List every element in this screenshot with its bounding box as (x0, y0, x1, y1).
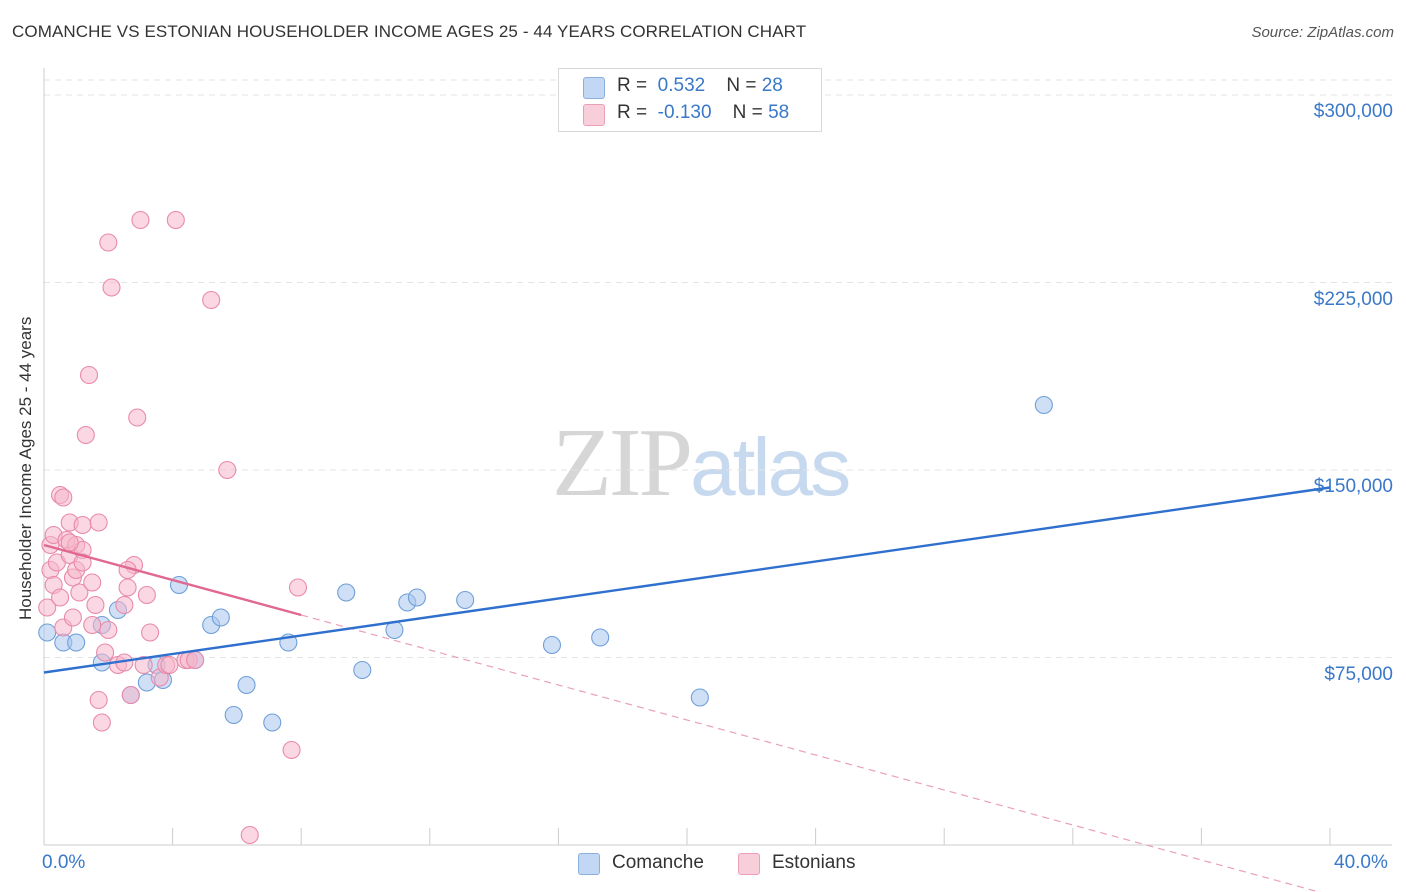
bottom-legend-swatch-estonians (738, 853, 760, 875)
point-estonians-30 (102, 278, 121, 297)
point-comanche-24 (542, 635, 562, 655)
point-comanche-0 (38, 623, 57, 642)
point-estonians-53 (240, 825, 259, 845)
legend-r-label: R = (617, 75, 648, 96)
point-estonians-23 (86, 595, 105, 615)
point-estonians-44 (160, 655, 179, 675)
point-estonians-51 (282, 740, 301, 760)
point-estonians-22 (83, 573, 102, 592)
point-estonians-36 (131, 210, 150, 230)
point-estonians-35 (128, 408, 147, 427)
point-estonians-49 (202, 290, 221, 310)
legend-r-value: 0.532 (657, 75, 706, 96)
y-tick-label-0: $75,000 (1324, 663, 1393, 685)
legend-swatch-comanche (583, 77, 605, 99)
point-estonians-14 (63, 608, 82, 627)
point-estonians-52 (288, 578, 308, 597)
point-estonians-18 (73, 515, 92, 535)
point-estonians-57 (73, 553, 92, 572)
point-comanche-14 (224, 705, 243, 725)
chart-source: Source: ZipAtlas.com (1251, 24, 1394, 41)
point-comanche-15 (237, 675, 256, 695)
x-tick-label-min: 0.0% (42, 852, 86, 873)
y-axis-label-text: Householder Income Ages 25 - 44 years (16, 316, 35, 620)
legend-text-estonians: R = -0.130 N = 58 (617, 102, 789, 124)
legend-r-value: -0.130 (657, 102, 712, 123)
trend-line-comanche (43, 486, 1331, 674)
point-estonians-41 (141, 623, 160, 642)
trend-line-estonians-extension (301, 614, 1322, 892)
point-estonians-56 (60, 533, 79, 552)
point-estonians-27 (96, 643, 115, 662)
point-comanche-2 (67, 633, 86, 652)
legend-n-value: 58 (768, 102, 790, 123)
point-estonians-37 (134, 655, 153, 675)
point-comanche-23 (456, 590, 475, 610)
point-comanche-26 (690, 688, 709, 707)
legend-n-value: 28 (761, 75, 783, 96)
bottom-legend-label-comanche: Comanche (612, 852, 704, 873)
legend-r-label: R = (617, 102, 648, 123)
y-tick-label-2: $225,000 (1313, 288, 1393, 310)
point-comanche-16 (263, 713, 282, 732)
point-comanche-25 (591, 628, 610, 647)
point-comanche-22 (407, 588, 426, 607)
point-estonians-24 (89, 513, 108, 532)
point-comanche-18 (337, 583, 356, 602)
point-estonians-0 (38, 598, 57, 617)
point-estonians-40 (137, 585, 156, 605)
point-estonians-33 (121, 685, 140, 705)
point-estonians-48 (166, 210, 185, 230)
point-estonians-25 (89, 690, 108, 710)
point-estonians-6 (51, 588, 70, 607)
bottom-legend-swatch-comanche (578, 853, 600, 875)
legend-n-label: N = (732, 102, 763, 123)
point-estonians-9 (54, 488, 73, 507)
y-tick-label-3: $300,000 (1313, 101, 1393, 122)
correlation-legend: R = 0.532 N = 28 R = -0.130 N = 58 (558, 68, 822, 132)
point-estonians-26 (92, 713, 111, 732)
point-estonians-17 (70, 583, 89, 602)
point-estonians-39 (118, 578, 137, 597)
watermark-zip: ZIP (552, 409, 693, 517)
point-estonians-55 (83, 615, 102, 635)
point-comanche-27 (1034, 395, 1053, 415)
trend-line-estonians (43, 543, 302, 617)
chart-title: COMANCHE VS ESTONIAN HOUSEHOLDER INCOME … (12, 22, 807, 41)
point-estonians-29 (99, 233, 118, 252)
x-tick-label-max: 40.0% (1334, 852, 1388, 873)
legend-text-comanche: R = 0.532 N = 28 (617, 75, 783, 97)
legend-swatch-estonians (583, 104, 605, 126)
point-estonians-50 (218, 460, 237, 480)
legend-n-label: N = (726, 75, 757, 96)
point-estonians-21 (79, 365, 99, 385)
point-comanche-13 (211, 608, 230, 627)
point-comanche-19 (353, 660, 372, 680)
watermark: ZIPatlas (552, 405, 851, 519)
point-estonians-47 (186, 650, 205, 670)
point-estonians-20 (76, 425, 95, 445)
bottom-legend-label-estonians: Estonians (772, 852, 856, 873)
point-estonians-32 (115, 595, 134, 615)
y-tick-label-1: $150,000 (1313, 476, 1393, 497)
watermark-atlas: atlas (690, 422, 851, 513)
point-estonians-28 (99, 620, 118, 640)
